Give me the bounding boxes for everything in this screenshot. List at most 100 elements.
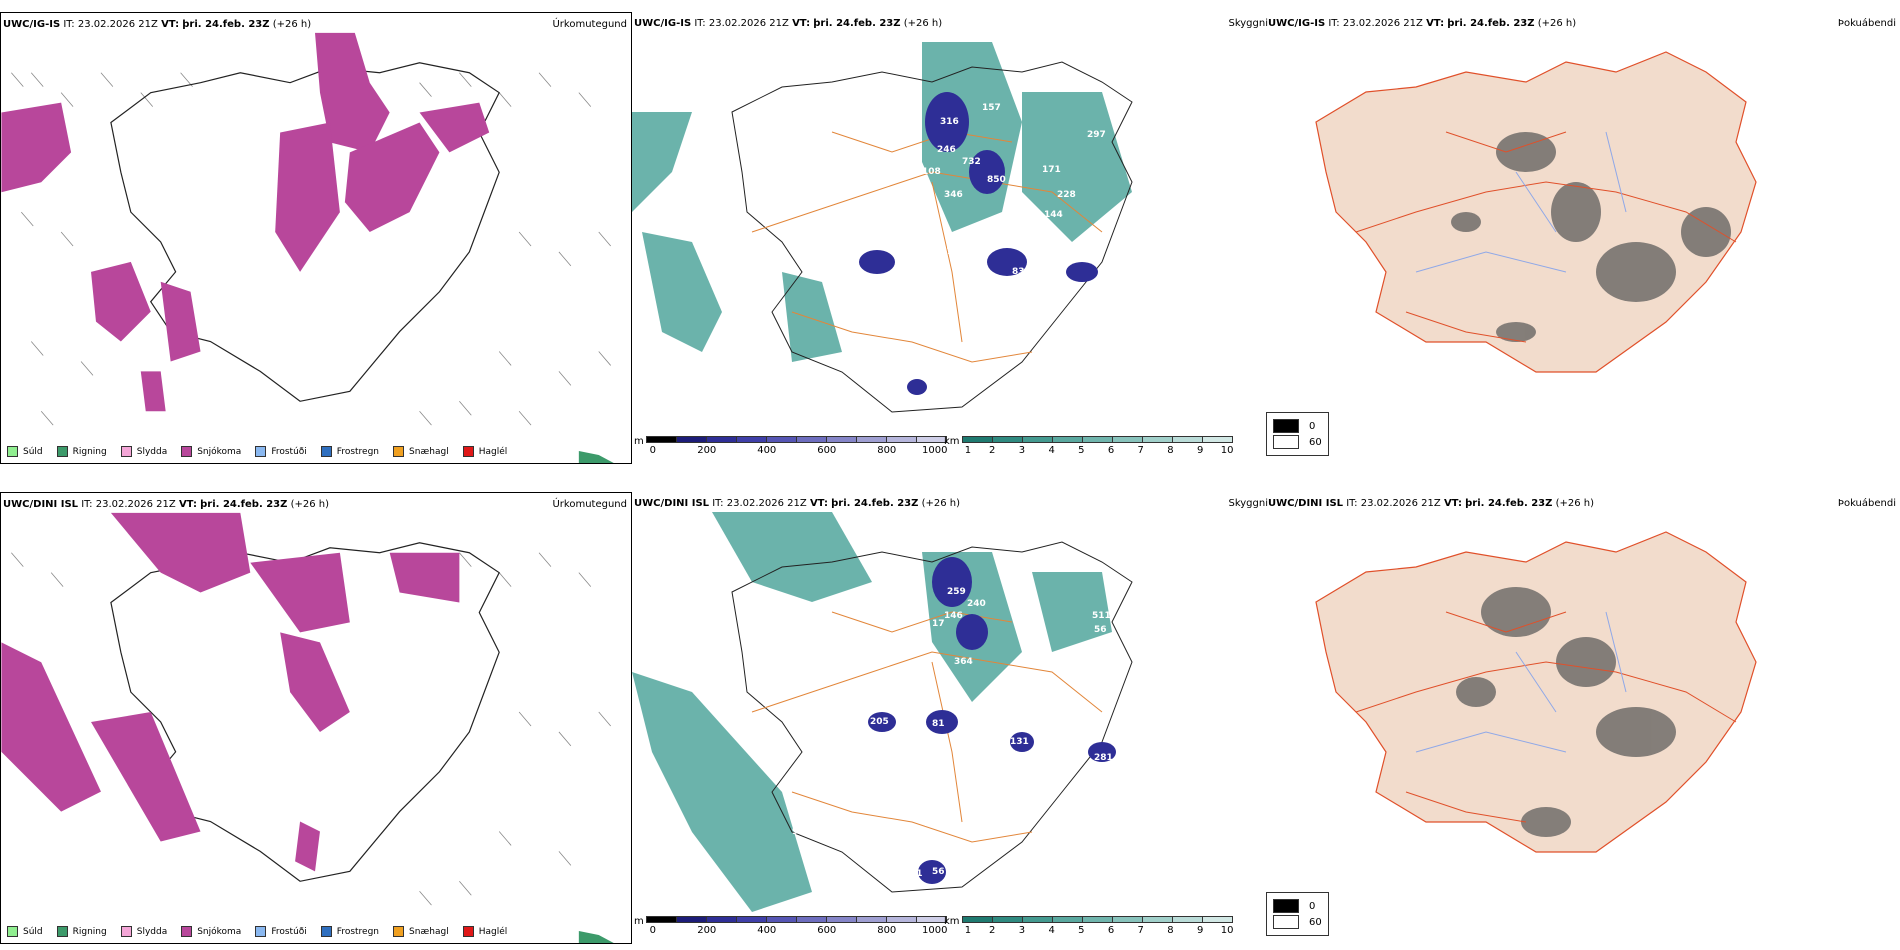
tick-label: 200 — [697, 445, 717, 456]
fog-legend: 0 60 — [1266, 412, 1329, 456]
map-label: 346 — [944, 190, 963, 200]
legend-value: 0 — [1309, 900, 1316, 912]
map-label: 119 — [1112, 263, 1131, 273]
legend-value: 60 — [1309, 916, 1322, 928]
map-label: 56 — [1094, 625, 1107, 635]
map-label: 228 — [1057, 190, 1076, 200]
precip-legend: Súld Rigning Slydda Snjókoma Frostúði Fr… — [7, 446, 507, 457]
panel-header: UWC/DINI ISL IT: 23.02.2026 21Z VT: þri.… — [634, 498, 961, 509]
tick-label: 4 — [1048, 445, 1055, 456]
iceland-outline — [731, 541, 1133, 893]
wind-barbs — [11, 552, 611, 906]
legend-item: Haglél — [462, 446, 507, 457]
snow-areas — [1, 512, 460, 872]
map-label: 401 — [1062, 671, 1081, 681]
map-label: 164 — [1025, 235, 1044, 245]
fog-areas — [1451, 132, 1731, 342]
precip-type-panel-bottom: UWC/DINI ISL IT: 23.02.2026 21Z VT: þri.… — [0, 492, 632, 944]
tick-label: 4 — [1048, 925, 1055, 936]
map-label: 297 — [1087, 130, 1106, 140]
tick-label: 7 — [1137, 925, 1144, 936]
elevation-labels: 923 259 240 146 17 32 364 511 56 401 205… — [792, 587, 1123, 879]
tick-label: 3 — [1018, 445, 1026, 456]
visibility-colorbar: km 1 2 3 4 5 6 7 8 9 10 — [944, 916, 1234, 936]
legend-item: Frostregn — [320, 446, 379, 457]
tick-label: 6 — [1107, 925, 1115, 936]
rain-area — [578, 931, 614, 943]
height-colorbar: m 0 200 400 600 800 1000 — [634, 436, 947, 456]
tick-label: 600 — [817, 925, 837, 936]
colorbar-unit: km — [944, 916, 960, 927]
map-label: 167 — [934, 247, 953, 257]
precip-type-panel-top: UWC/IG-IS IT: 23.02.2026 21Z VT: þri. 24… — [0, 12, 632, 464]
map-label: 12 — [1110, 735, 1123, 745]
tick-label: 7 — [1137, 445, 1144, 456]
tick-label: 800 — [877, 445, 897, 456]
map-label: 32 — [917, 645, 930, 655]
map-label: 923 — [882, 593, 901, 603]
map-label: 61 — [910, 869, 923, 879]
fog-map — [1315, 51, 1757, 373]
map-label: 144 — [1044, 210, 1063, 220]
tick-label: 10 — [1220, 925, 1234, 936]
tick-label: 1 — [964, 445, 972, 456]
colorbar-unit: m — [634, 916, 644, 927]
legend-item: Slydda — [120, 446, 167, 457]
map-label: 938 — [792, 827, 811, 837]
panel-title: Úrkomutegund — [552, 499, 627, 510]
legend-item: Rigning — [56, 446, 107, 457]
panel-header: UWC/IG-IS IT: 23.02.2026 21Z VT: þri. 24… — [3, 19, 312, 30]
map-label: 364 — [954, 657, 973, 667]
map-label: 57 — [894, 245, 907, 255]
roads — [751, 611, 1103, 843]
wind-barbs — [11, 72, 611, 426]
mountain-areas — [868, 557, 1116, 884]
legend-value: 0 — [1309, 420, 1316, 432]
iceland-land — [1315, 531, 1757, 853]
map-label: 316 — [940, 117, 959, 127]
tick-label: 2 — [989, 925, 996, 936]
map-label: 205 — [870, 717, 889, 727]
tick-label: 400 — [757, 445, 777, 456]
legend-item: Snjókoma — [181, 446, 241, 457]
map-label: 131 — [1010, 737, 1029, 747]
visibility-colorbar: km 1 2 3 4 5 6 7 8 9 10 — [944, 436, 1234, 456]
map-label: 12 — [914, 843, 927, 853]
map-label: 281 — [1094, 753, 1113, 763]
legend-value: 60 — [1309, 436, 1322, 448]
precip-legend: Súld Rigning Slydda Snjókoma Frostúði Fr… — [7, 926, 507, 937]
tick-label: 8 — [1167, 925, 1174, 936]
fog-legend: 0 60 — [1266, 892, 1329, 936]
rain-area — [578, 451, 614, 463]
tick-label: 1000 — [922, 445, 948, 456]
tick-label: 8 — [1167, 445, 1174, 456]
legend-item: Haglél — [462, 926, 507, 937]
panel-header: UWC/IG-IS IT: 23.02.2026 21Z VT: þri. 24… — [634, 18, 943, 29]
map-label: 246 — [937, 145, 956, 155]
map-label: 81 — [932, 719, 945, 729]
legend-item: Súld — [7, 446, 43, 457]
iceland-outline — [731, 61, 1133, 413]
precip-type-map — [1, 32, 614, 463]
panel-header: UWC/DINI ISL IT: 23.02.2026 21Z VT: þri.… — [3, 499, 330, 510]
precip-type-map — [1, 512, 614, 943]
fog-map — [1315, 531, 1757, 853]
iceland-land — [1315, 51, 1757, 373]
panel-title: Skyggni — [1228, 18, 1268, 29]
low-visibility-areas — [632, 512, 1112, 912]
tick-label: 1000 — [922, 925, 948, 936]
elevation-labels: 316 157 246 732 850 108 346 171 297 228 … — [894, 103, 1131, 395]
map-label: 56 — [932, 867, 945, 877]
tick-label: 400 — [757, 925, 777, 936]
mountain-areas — [859, 92, 1098, 395]
map-label: 83 — [1012, 267, 1025, 277]
panel-title: Þokuábendi — [1837, 498, 1896, 509]
colorbar-unit: m — [634, 436, 644, 447]
map-label: 108 — [922, 167, 941, 177]
legend-item: Súld — [7, 926, 43, 937]
tick-label: 6 — [1107, 445, 1115, 456]
map-label: 259 — [947, 587, 966, 597]
iceland-outline — [110, 62, 500, 402]
panel-title: Skyggni — [1228, 498, 1268, 509]
tick-label: 3 — [1018, 925, 1026, 936]
